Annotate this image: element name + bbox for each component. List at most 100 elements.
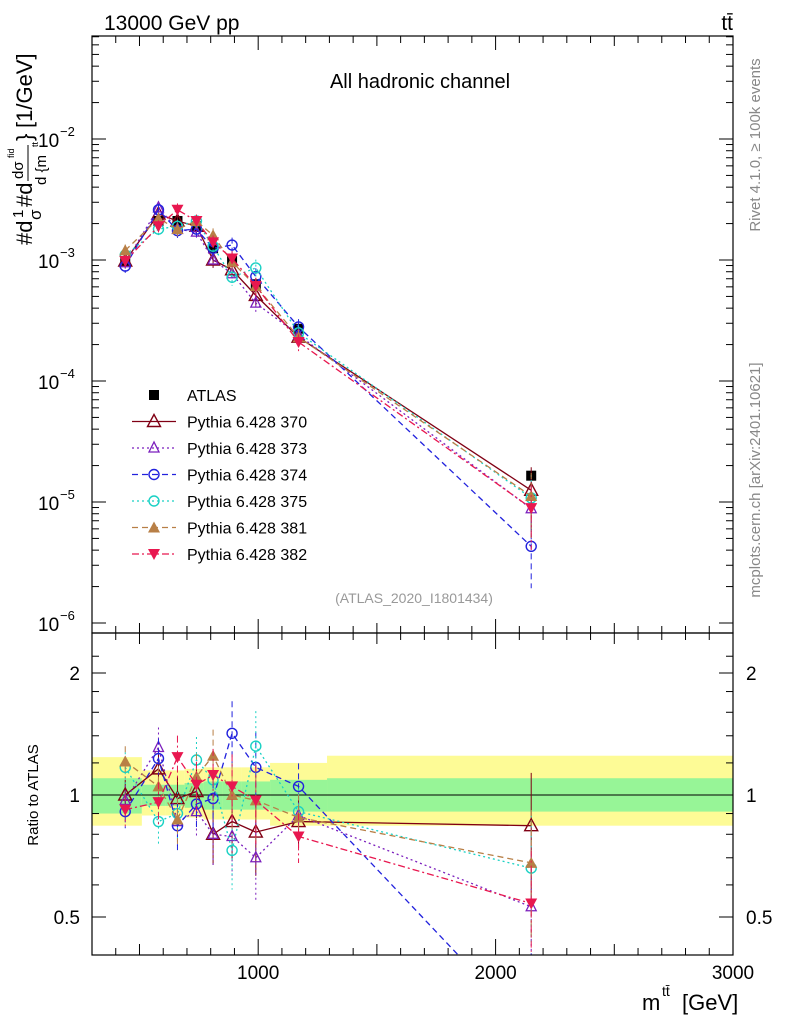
data-point [152, 221, 165, 233]
data-point [207, 252, 220, 265]
legend-entry-1: Pythia 6.428 370 [132, 413, 307, 432]
ytick-label-base: 10 [38, 373, 59, 394]
legend-label: Pythia 6.428 382 [187, 547, 307, 564]
data-point [226, 239, 238, 251]
marker-triangle [171, 223, 184, 235]
legend-marker [148, 549, 160, 560]
ytick-label-base: 10 [38, 131, 59, 152]
process-label: tt̄ [721, 12, 733, 35]
ytick-label-main: 10 −6 [38, 608, 75, 636]
marker-triangle [525, 503, 538, 515]
marker-circle [226, 239, 238, 251]
ytick-label-ratio: 2 [69, 664, 80, 685]
ylabel-part-4: #d [12, 183, 37, 207]
legend-marker [148, 468, 160, 481]
ytick-label-ratio-right: 2 [746, 664, 757, 685]
legend-entry-0: ATLAS [149, 388, 237, 405]
series-pythia-6-428-381 [119, 212, 538, 539]
marker-triangle [525, 898, 538, 910]
marker-triangle [152, 212, 165, 224]
marker-triangle [190, 770, 203, 782]
analysis-tag: (ATLAS_2020_I1801434) [335, 590, 493, 606]
ratio-point [119, 804, 132, 816]
data-point [292, 337, 305, 349]
marker-circle [148, 468, 160, 481]
series-line [124, 206, 532, 510]
legend-marker [146, 413, 162, 428]
ylabel-part-3: σ [26, 209, 45, 220]
marker-triangle [224, 261, 240, 276]
legend-entry-5: Pythia 6.428 381 [132, 521, 307, 538]
ratio-point [119, 755, 132, 767]
ratio-point [226, 781, 239, 793]
marker-triangle [249, 280, 262, 292]
series-pythia-6-428-382 [119, 203, 538, 551]
marker-circle [226, 271, 238, 283]
legend-label: Pythia 6.428 373 [187, 441, 307, 458]
legend-entry-4: Pythia 6.428 375 [132, 494, 307, 511]
data-point [119, 256, 132, 268]
legend: ATLAS Pythia 6.428 370 Pythia 6.428 373 Pyt… [132, 388, 307, 564]
ylabel-part-9: } [12, 134, 37, 141]
series-atlas [120, 216, 537, 481]
xlabel-unit: [GeV] [682, 990, 738, 1015]
marker-triangle [207, 826, 220, 839]
marker-triangle [249, 295, 262, 308]
ratio-point [250, 740, 262, 752]
data-point [152, 200, 165, 213]
marker-triangle [207, 252, 220, 265]
marker-triangle [152, 221, 165, 233]
ylabel-part-7: d {m [33, 155, 50, 185]
ratio-point [152, 752, 165, 765]
marker-triangle [119, 792, 132, 806]
marker-circle [152, 752, 165, 765]
ratio-ylabel: Ratio to ATLAS [25, 744, 42, 845]
marker-triangle [146, 413, 162, 428]
ratio-point [190, 770, 203, 782]
ratio-point [292, 780, 305, 793]
mcplots-label: mcplots.cern.ch [arXiv:2401.10621] [747, 362, 764, 597]
ytick-label-main: 10 −5 [38, 487, 75, 515]
xtick-label: 1000 [237, 963, 279, 984]
xtick-label: 2000 [474, 963, 516, 984]
series-line [124, 208, 532, 547]
ratio-point [190, 779, 203, 791]
ratio-series-line [124, 731, 460, 955]
marker-triangle [171, 752, 184, 764]
ytick-label-base: 10 [38, 615, 59, 636]
marker-triangle [249, 795, 262, 807]
marker-triangle [292, 337, 305, 349]
ratio-point [207, 770, 220, 782]
data-point [224, 261, 240, 276]
ytick-label-main: 10 −4 [38, 366, 75, 394]
ylabel-part-10: [1/GeV] [12, 53, 37, 128]
ytick-label-exp: −5 [60, 487, 75, 502]
legend-marker [148, 495, 160, 507]
ytick-label-ratio-right: 1 [746, 786, 757, 807]
ratio-plot-frame [91, 632, 734, 956]
main-plot-series [117, 200, 539, 589]
marker-triangle [190, 779, 203, 791]
marker-triangle [226, 781, 239, 793]
marker-triangle [148, 549, 160, 560]
marker-triangle [207, 770, 220, 782]
marker-triangle [152, 200, 165, 213]
series-pythia-6-428-373 [119, 200, 538, 551]
marker-triangle [226, 829, 239, 842]
ylabel-part-8: tt [30, 141, 40, 147]
legend-entry-6: Pythia 6.428 382 [132, 547, 307, 564]
marker-triangle [148, 521, 160, 533]
data-point [152, 212, 165, 224]
main-plot-frame [91, 35, 734, 634]
series-pythia-6-428-370 [117, 205, 539, 533]
ratio-point [525, 898, 538, 910]
energy-label: 13000 GeV pp [104, 12, 239, 35]
ratio-point [226, 829, 239, 842]
ytick-label-base: 10 [38, 252, 59, 273]
legend-label: ATLAS [187, 388, 237, 405]
series-line [124, 208, 532, 509]
ratio-point [226, 727, 238, 739]
legend-marker [148, 521, 160, 533]
